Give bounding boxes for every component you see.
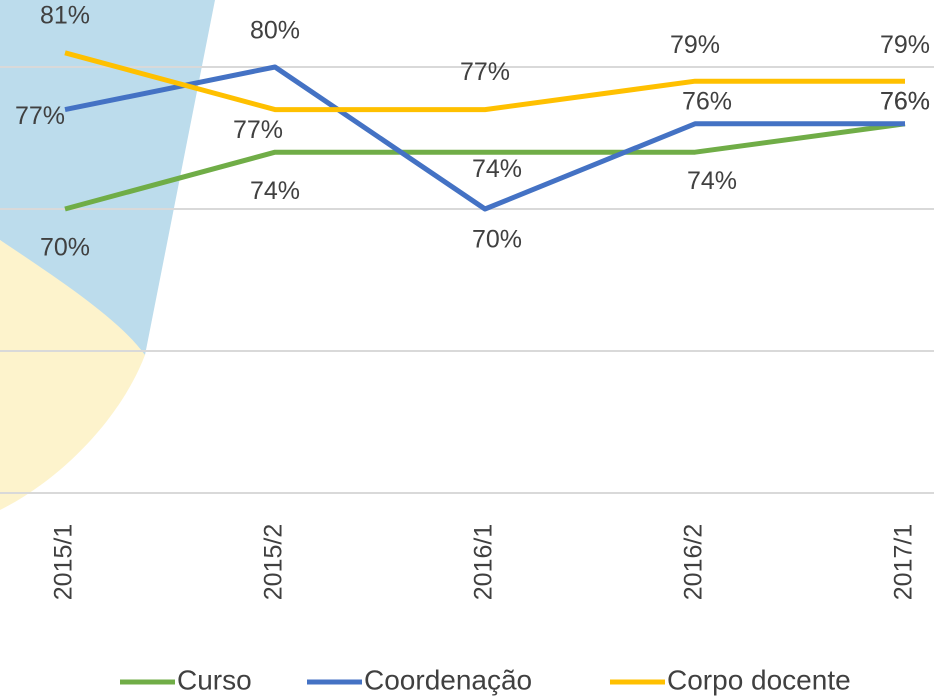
line	[64, 64, 905, 212]
data-label: 76%	[880, 87, 930, 115]
x-tick-label: 2016/2	[680, 524, 708, 600]
data-label: 74%	[250, 177, 300, 205]
x-tick-label: 2017/1	[890, 524, 918, 600]
data-label: 79%	[670, 31, 720, 59]
data-label: 74%	[687, 167, 737, 195]
line	[64, 50, 905, 113]
legend-label: Corpo docente	[667, 664, 851, 695]
background-shape	[0, 240, 145, 510]
legend-label: Coordenação	[364, 664, 532, 695]
data-label: 79%	[880, 31, 930, 59]
data-label: 80%	[250, 17, 300, 45]
line	[64, 121, 906, 212]
x-tick-label: 2016/1	[470, 524, 498, 600]
data-label: 77%	[15, 102, 65, 130]
data-label: 76%	[880, 87, 930, 115]
data-label: 74%	[472, 155, 522, 183]
data-label: 77%	[233, 116, 283, 144]
x-tick-label: 2015/1	[50, 524, 78, 600]
data-label: 81%	[40, 1, 90, 29]
data-label: 76%	[682, 87, 732, 115]
data-label: 70%	[472, 226, 522, 254]
x-tick-label: 2015/2	[260, 524, 288, 600]
data-label: 77%	[460, 58, 510, 86]
data-label: 70%	[40, 234, 90, 262]
legend-label: Curso	[177, 664, 252, 695]
